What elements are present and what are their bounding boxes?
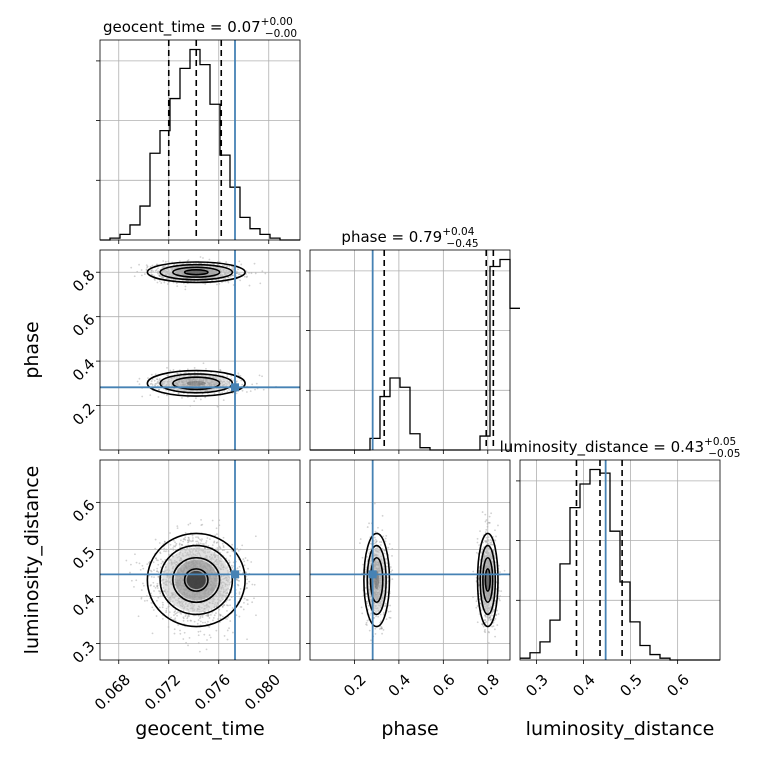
density-blob: [186, 570, 206, 590]
y-tick-label: 0.5: [69, 543, 99, 573]
text-layer: geocent_time = 0.07+0.00 −0.00 phase = 0.7…: [21, 16, 740, 740]
x-axis-label-geocent_time: geocent_time: [135, 718, 264, 740]
y-tick-label: 0.6: [69, 310, 99, 340]
x-tick-label: 0.076: [191, 671, 234, 714]
panel-frame: [309, 249, 511, 451]
panel-title-geocent_time: geocent_time = 0.07+0.00 −0.00: [103, 16, 297, 40]
x-tick-label: 0.080: [241, 671, 284, 714]
contour: [146, 261, 246, 284]
y-tick-label: 0.3: [69, 637, 99, 667]
contour: [146, 532, 246, 628]
density-blob: [186, 380, 206, 386]
truth-point: [231, 570, 239, 579]
contour: [172, 376, 221, 391]
contour: [146, 369, 246, 397]
y-axis-label-luminosity_distance: luminosity_distance: [21, 466, 43, 655]
histogram-geocent_time: [100, 48, 300, 241]
density-blob: [483, 559, 493, 601]
x-tick-label: 0.2: [340, 671, 370, 701]
density-blob: [186, 270, 206, 275]
x-axis-label-phase: phase: [381, 718, 438, 740]
x-tick-label: 0.068: [91, 671, 134, 714]
grid-layer: [100, 40, 720, 660]
x-tick-label: 0.4: [569, 671, 599, 701]
density-blob: [371, 559, 383, 601]
contour: [363, 532, 391, 628]
x-tick-label: 0.3: [522, 671, 552, 701]
histogram-phase: [310, 258, 520, 451]
density-blob: [175, 267, 218, 277]
y-tick-label: 0.6: [69, 496, 99, 526]
x-tick-label: 0.072: [141, 671, 184, 714]
panel-title-phase: phase = 0.79+0.04 −0.45: [341, 226, 478, 250]
y-tick-label: 0.2: [69, 399, 99, 429]
marks-layer: [96, 39, 721, 664]
panel-frame: [519, 459, 721, 661]
histogram-luminosity_distance: [520, 468, 720, 661]
contour: [159, 263, 234, 281]
y-tick-label: 0.4: [69, 590, 99, 620]
contour: [183, 268, 209, 276]
x-tick-label: 0.6: [429, 671, 459, 701]
panel-frame: [99, 249, 301, 451]
y-tick-label: 0.4: [69, 355, 99, 385]
density-blob: [485, 570, 490, 590]
contour: [172, 556, 221, 604]
contour: [476, 532, 499, 628]
contour: [369, 556, 384, 604]
panel-frame: [99, 39, 301, 241]
contour: [366, 544, 387, 616]
x-tick-label: 0.5: [616, 671, 646, 701]
truth-point: [231, 383, 239, 392]
panel-frame: [309, 459, 511, 661]
contour: [172, 266, 221, 278]
truth-point: [368, 570, 377, 579]
panel-frame: [99, 459, 301, 661]
panel-title-luminosity_distance: luminosity_distance = 0.43+0.05 −0.05: [500, 436, 741, 460]
contour: [482, 556, 494, 604]
density-blob: [175, 377, 218, 389]
x-axis-label-luminosity_distance: luminosity_distance: [526, 718, 715, 740]
contour: [183, 568, 209, 592]
contour: [479, 544, 497, 616]
y-tick-label: 0.8: [69, 266, 99, 296]
contour: [159, 544, 234, 616]
y-axis-label-phase: phase: [21, 321, 43, 378]
x-tick-label: 0.8: [473, 671, 503, 701]
x-tick-label: 0.4: [385, 671, 415, 701]
contour: [484, 568, 492, 592]
x-tick-label: 0.6: [663, 671, 693, 701]
